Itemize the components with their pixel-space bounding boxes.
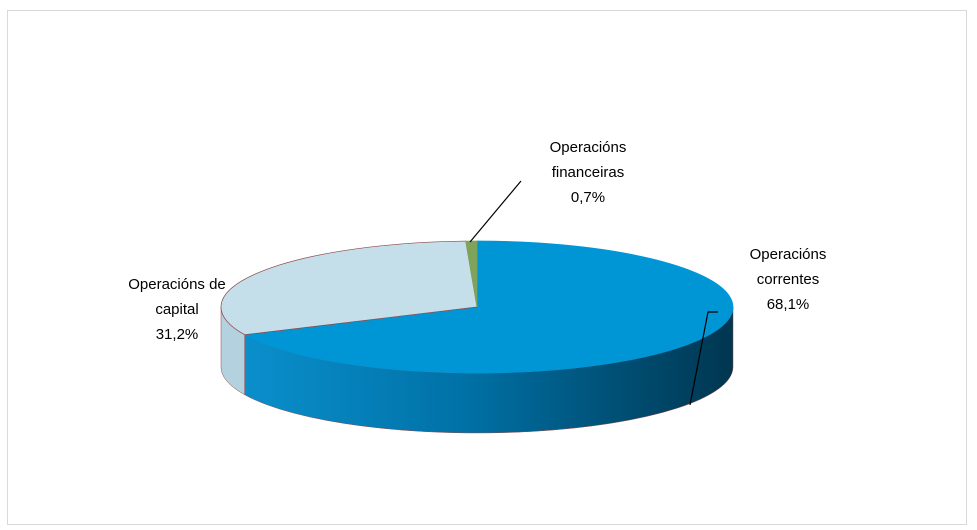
label-value: 0,7%	[570, 189, 606, 206]
label-category: Operacións de capital	[128, 276, 226, 318]
data-label: Operacións financeiras 0,7%	[533, 135, 643, 210]
label-category: Operacións financeiras	[549, 139, 627, 181]
slice	[243, 240, 734, 374]
slice	[220, 240, 478, 336]
data-label: Operacións correntes 68,1%	[733, 242, 843, 317]
label-value: 68,1%	[766, 296, 810, 313]
label-value: 31,2%	[155, 326, 199, 343]
pie	[220, 240, 734, 434]
leader-line	[689, 311, 718, 406]
leader-line	[469, 180, 522, 243]
data-label: Operacións de capital 31,2%	[110, 272, 245, 347]
label-category: Operacións correntes	[749, 246, 827, 288]
